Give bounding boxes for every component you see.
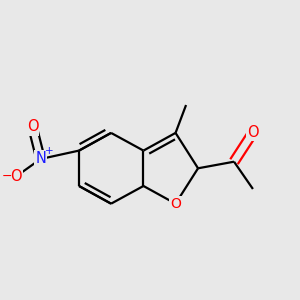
Text: +: +	[45, 146, 53, 156]
Text: O: O	[247, 125, 259, 140]
Text: O: O	[27, 119, 38, 134]
Text: O: O	[10, 169, 22, 184]
Text: O: O	[170, 197, 181, 211]
Text: N: N	[35, 152, 46, 166]
Text: −: −	[2, 170, 12, 183]
